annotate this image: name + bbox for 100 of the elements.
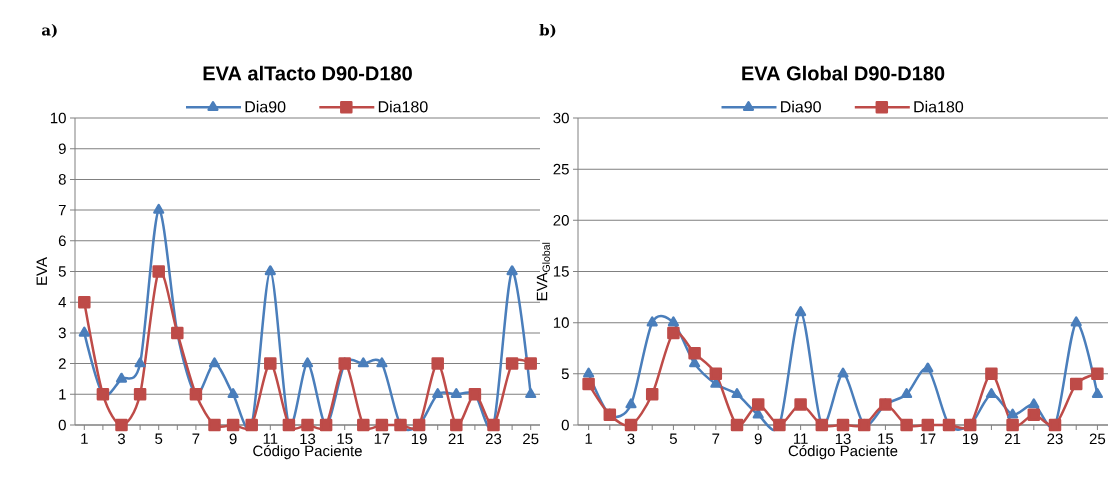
point xyxy=(1006,418,1019,432)
legend-label: Dia90 xyxy=(781,100,821,113)
x-tick-label: 17 xyxy=(374,433,390,444)
x-tick-label: 21 xyxy=(448,433,464,445)
x-tick-label: 15 xyxy=(337,433,353,444)
x-tick-label: 9 xyxy=(229,433,237,445)
y-tick-label: 25 xyxy=(553,163,569,175)
point xyxy=(506,265,518,276)
point xyxy=(794,398,807,411)
x-tick-label: 19 xyxy=(963,433,978,445)
y-tick-label: 20 xyxy=(553,215,569,226)
y-tick-label: 0 xyxy=(58,419,66,431)
x-tick-label: 5 xyxy=(669,433,677,444)
point xyxy=(836,418,850,432)
point xyxy=(525,388,537,399)
point xyxy=(431,357,444,370)
point xyxy=(730,418,744,432)
x-tick-label: 11 xyxy=(793,433,808,444)
y-tick-label: 0 xyxy=(561,419,569,431)
y-tick-label: 10 xyxy=(50,112,66,124)
point xyxy=(432,388,444,399)
point xyxy=(921,418,935,432)
point xyxy=(264,265,276,276)
point xyxy=(115,372,128,383)
y-axis-title: EVA xyxy=(36,257,47,285)
chart-title: EVA Global D90-D180 xyxy=(742,65,945,81)
y-tick-label: 9 xyxy=(58,143,66,154)
point xyxy=(264,357,277,370)
point xyxy=(731,388,743,399)
point xyxy=(795,306,807,317)
point xyxy=(115,418,128,432)
point xyxy=(152,265,165,278)
point xyxy=(1027,408,1041,422)
point xyxy=(985,388,997,399)
point xyxy=(625,398,637,409)
point xyxy=(922,362,934,373)
x-tick-label: 25 xyxy=(1089,433,1106,445)
y-tick-label: 5 xyxy=(561,368,569,380)
point xyxy=(583,367,595,378)
y-tick-label: 7 xyxy=(58,204,66,216)
point xyxy=(1069,377,1083,391)
x-tick-label: 21 xyxy=(1005,433,1021,445)
point xyxy=(1070,316,1082,327)
y-tick-label: 15 xyxy=(553,266,569,277)
x-tick-label: 11 xyxy=(263,433,278,444)
text: a) xyxy=(41,23,57,38)
point xyxy=(208,418,221,432)
x-tick-label: 1 xyxy=(585,433,593,444)
point xyxy=(450,388,462,399)
y-tick-label: 4 xyxy=(58,297,67,308)
point xyxy=(226,418,240,432)
x-tick-label: 5 xyxy=(155,433,163,444)
x-tick-label: 13 xyxy=(300,433,316,445)
point xyxy=(505,357,519,370)
point xyxy=(524,357,537,370)
y-tick-label: 30 xyxy=(553,112,569,124)
point xyxy=(985,367,998,381)
point xyxy=(900,418,913,432)
text: b) xyxy=(539,23,556,38)
point xyxy=(450,418,463,432)
x-tick-label: 13 xyxy=(835,433,851,445)
x-tick-label: 9 xyxy=(754,433,762,445)
point xyxy=(376,357,388,368)
x-tick-label: 17 xyxy=(920,433,936,444)
y-tick-label: 1 xyxy=(59,389,66,400)
point xyxy=(837,367,849,378)
y-tick-label: 6 xyxy=(58,235,66,247)
point xyxy=(227,388,239,399)
y-tick-label: 3 xyxy=(58,327,66,339)
x-tick-label: 3 xyxy=(627,433,635,445)
point xyxy=(1007,408,1019,419)
point xyxy=(667,326,680,340)
y-tick-label: 10 xyxy=(553,317,569,328)
point xyxy=(709,367,723,381)
chart-title: EVA alTacto D90-D180 xyxy=(203,65,412,81)
point xyxy=(582,377,595,391)
x-tick-label: 7 xyxy=(192,433,200,444)
point xyxy=(645,388,659,401)
point xyxy=(133,388,147,401)
point xyxy=(688,347,701,360)
legend-label: Dia180 xyxy=(914,100,964,113)
x-tick-label: 23 xyxy=(485,433,502,445)
point xyxy=(301,418,314,432)
point xyxy=(667,316,679,327)
point xyxy=(134,357,146,368)
point xyxy=(1091,388,1103,399)
point xyxy=(1028,398,1040,409)
point xyxy=(78,295,91,309)
point xyxy=(301,357,314,368)
y-tick-label: 5 xyxy=(58,266,66,277)
x-tick-label: 19 xyxy=(411,433,427,445)
x-axis-title: Código Paciente xyxy=(788,445,898,460)
point xyxy=(1091,367,1104,381)
point xyxy=(153,203,165,214)
y-tick-label: 8 xyxy=(58,174,66,185)
legend-label: Dia180 xyxy=(378,100,428,113)
point xyxy=(357,418,370,432)
x-axis-title: Código Paciente xyxy=(253,445,362,460)
point xyxy=(901,388,913,399)
x-tick-label: 3 xyxy=(117,433,126,445)
